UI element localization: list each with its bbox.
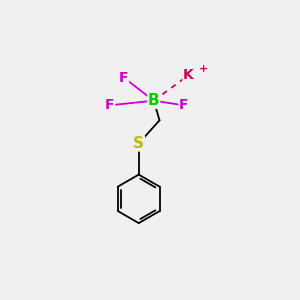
Text: K: K — [183, 68, 194, 82]
Text: S: S — [133, 136, 144, 151]
Text: F: F — [119, 70, 128, 85]
Text: +: + — [199, 64, 208, 74]
Text: B: B — [148, 93, 160, 108]
Text: F: F — [105, 98, 115, 112]
Text: F: F — [179, 98, 188, 112]
